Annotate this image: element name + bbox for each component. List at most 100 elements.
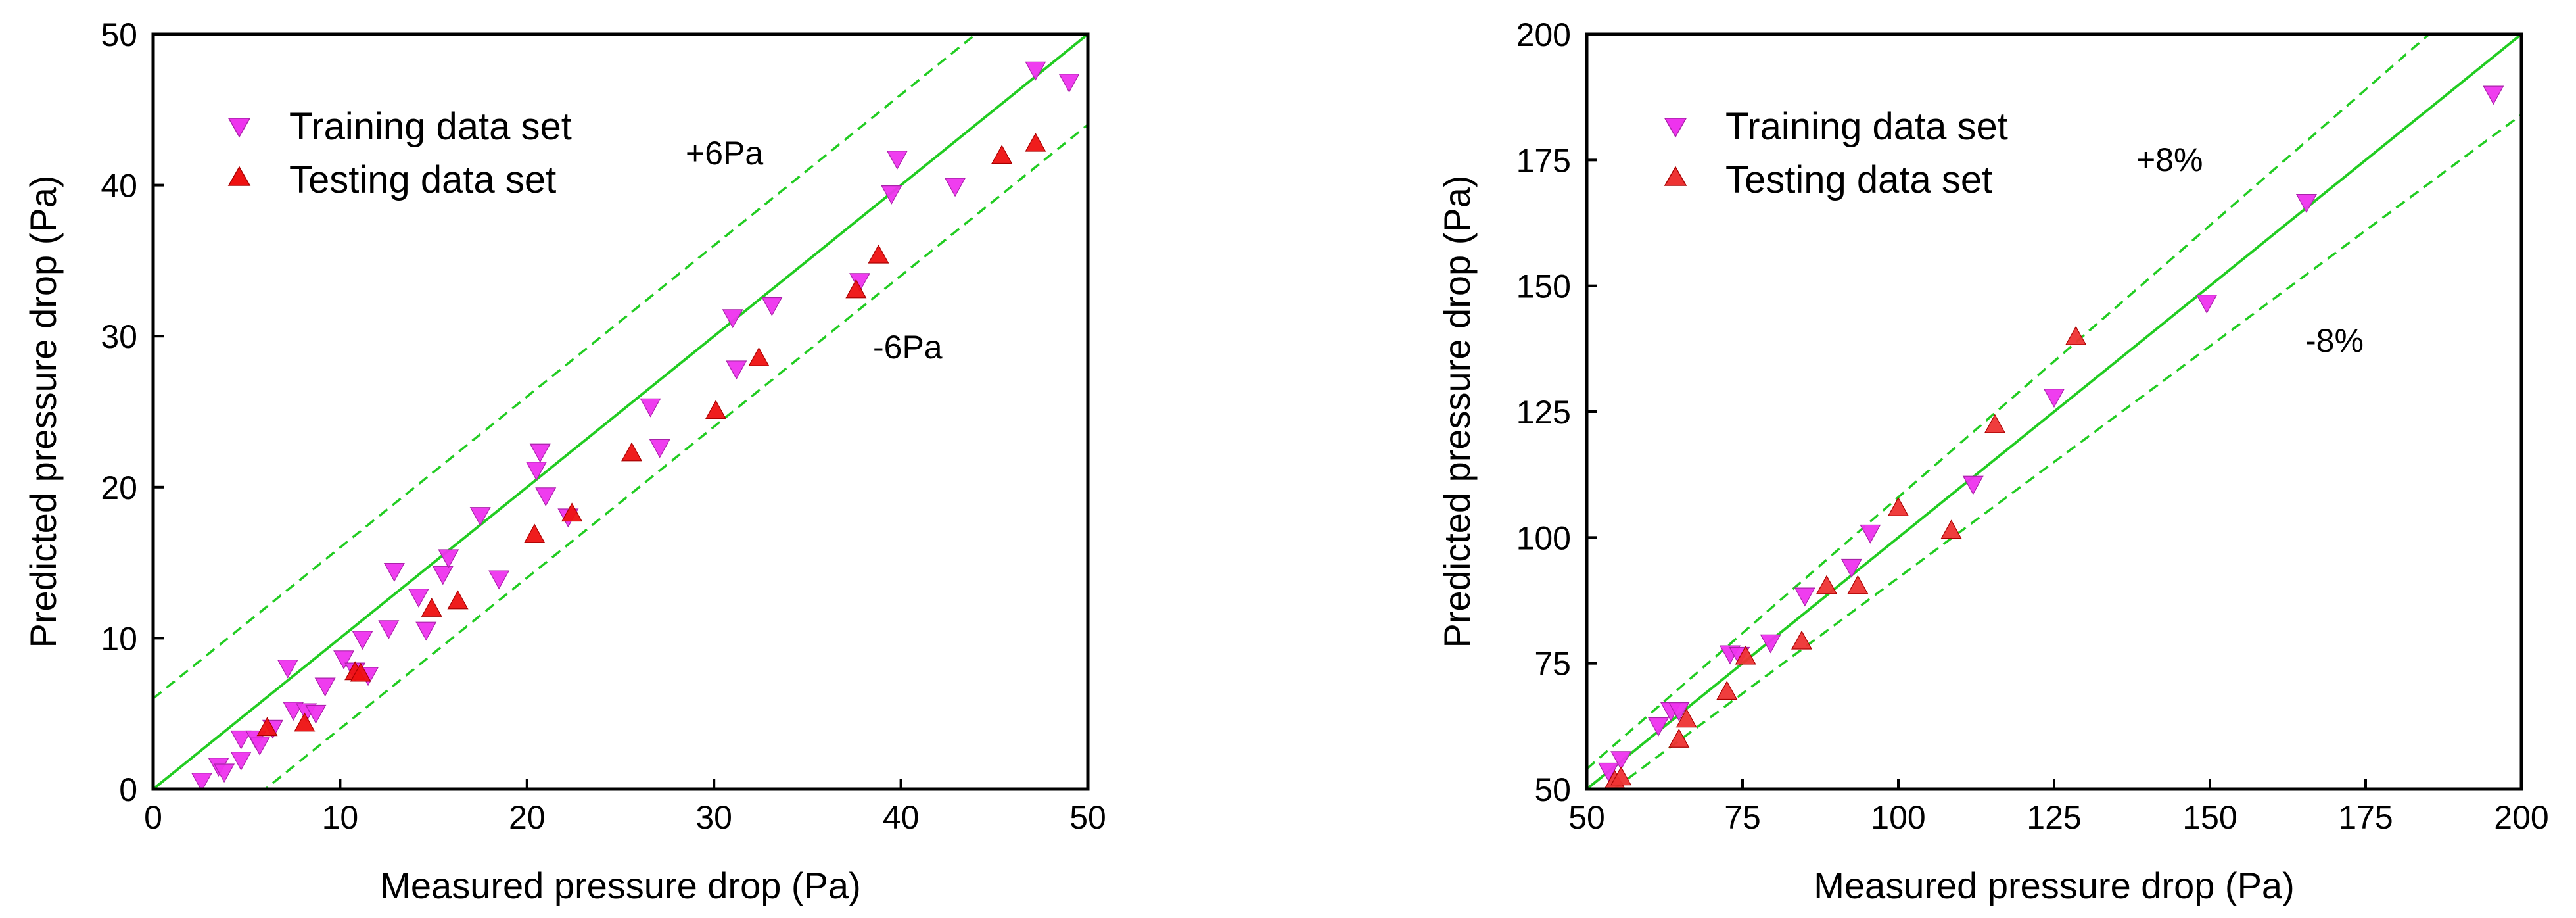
left-testing-point <box>845 279 867 299</box>
left-training-point <box>529 443 551 463</box>
left-y-axis-title: Predicted pressure drop (Pa) <box>22 175 64 648</box>
right-reference-line <box>1587 34 2431 770</box>
left-x-tick-label: 10 <box>322 799 359 836</box>
left-testing-point <box>524 523 546 543</box>
right-x-tick-label: 150 <box>2182 799 2237 836</box>
left-reference-line <box>153 34 1088 789</box>
left-y-tick-label: 40 <box>101 168 137 205</box>
left-testing-point <box>350 662 371 682</box>
left-y-tick-label: 20 <box>101 470 137 506</box>
right-y-tick-label: 150 <box>1516 268 1571 305</box>
left-plot-area <box>153 34 1088 789</box>
right-x-tick-label: 50 <box>1568 799 1605 836</box>
left-training-point <box>761 297 783 316</box>
left-training-point <box>314 677 336 697</box>
left-training-point <box>415 621 437 641</box>
right-testing-point <box>1815 575 1837 594</box>
left-training-point <box>305 704 327 724</box>
left-plot-frame <box>151 32 1090 791</box>
right-testing-point <box>1940 519 1962 539</box>
left-testing-point <box>705 400 727 420</box>
right-y-tick-label: 125 <box>1516 394 1571 431</box>
right-training-point <box>2295 194 2317 213</box>
left-tick-labels: 0 10 20 30 40 50 0 10 20 30 40 50 <box>101 16 1106 836</box>
right-reference-line <box>1612 114 2521 789</box>
left-testing-point <box>621 442 643 462</box>
right-plot-frame <box>1585 32 2523 791</box>
left-training-point <box>722 309 743 329</box>
left-x-tick-label: 20 <box>509 799 546 836</box>
right-annotation-plus: +8% <box>2136 141 2203 178</box>
right-training-point <box>1860 524 1881 544</box>
left-y-tick-label: 30 <box>101 318 137 355</box>
left-legend-testing-label: Testing data set <box>289 158 556 201</box>
left-training-point <box>191 773 212 789</box>
left-x-tick-label: 50 <box>1069 799 1106 836</box>
right-training-point <box>1962 475 1984 495</box>
left-training-point <box>1058 74 1080 93</box>
left-training-point <box>230 730 252 750</box>
left-y-tick-label: 10 <box>101 620 137 657</box>
left-training-point <box>438 549 459 569</box>
right-data-points <box>1598 85 2504 789</box>
right-y-tick-label: 200 <box>1516 16 1571 53</box>
left-annotation-plus: +6Pa <box>686 135 763 172</box>
left-training-point <box>378 620 400 640</box>
left-x-tick-label: 30 <box>695 799 732 836</box>
left-annotation-minus: -6Pa <box>873 329 943 366</box>
right-y-tick-label: 50 <box>1534 771 1571 808</box>
left-testing-point <box>421 597 442 617</box>
left-legend-training-marker <box>227 118 251 138</box>
left-data-points <box>191 61 1080 789</box>
left-scatter-chart: 0 10 20 30 40 50 0 10 20 30 40 50 Measured pressure… <box>22 16 1106 906</box>
right-training-point <box>2196 295 2218 314</box>
left-testing-point <box>447 590 469 610</box>
right-training-point <box>1598 762 1620 782</box>
right-y-tick-label: 100 <box>1516 519 1571 556</box>
right-testing-point <box>1735 645 1756 665</box>
right-legend-testing-label: Testing data set <box>1725 158 1992 201</box>
right-testing-point <box>1847 575 1869 594</box>
left-legend-training-label: Training data set <box>289 105 572 148</box>
right-testing-point <box>1984 414 2005 433</box>
left-testing-point <box>868 244 889 264</box>
left-training-point <box>249 737 271 756</box>
left-reference-line <box>263 124 1088 789</box>
left-y-tick-label: 50 <box>101 16 137 53</box>
left-training-point <box>352 631 373 650</box>
left-reference-line <box>153 34 978 700</box>
right-y-tick-label: 75 <box>1534 646 1571 683</box>
left-x-tick-label: 0 <box>144 799 162 836</box>
right-testing-point <box>1716 681 1738 700</box>
right-y-axis-title: Predicted pressure drop (Pa) <box>1436 175 1478 648</box>
right-training-point <box>1840 558 1862 578</box>
left-legend-testing-marker <box>227 166 251 186</box>
left-testing-point <box>1025 132 1046 152</box>
right-tick-labels: 50 75 100 125 150 175 200 50 75 100 125 150 175 200 <box>1516 16 2549 836</box>
right-plot-area <box>1587 34 2521 789</box>
left-training-point <box>649 439 670 458</box>
right-x-tick-label: 100 <box>1871 799 1925 836</box>
right-training-point <box>1668 702 1690 721</box>
right-x-tick-label: 175 <box>2338 799 2393 836</box>
right-scatter-chart: 50 75 100 125 150 175 200 50 75 100 125 150 175 200 M… <box>1436 16 2549 906</box>
left-training-point <box>383 563 405 582</box>
left-x-tick-label: 40 <box>883 799 920 836</box>
right-y-tick-label: 175 <box>1516 142 1571 179</box>
left-training-point <box>1025 61 1046 81</box>
right-legend-training-label: Training data set <box>1725 105 2008 148</box>
left-training-point <box>333 650 355 670</box>
left-testing-point <box>991 145 1013 164</box>
left-training-point <box>230 752 252 771</box>
left-training-point <box>277 659 298 679</box>
left-training-point <box>488 570 510 590</box>
left-testing-point <box>561 502 583 522</box>
right-x-tick-label: 75 <box>1724 799 1761 836</box>
left-legend: Training data set Testing data set <box>227 105 572 201</box>
left-testing-point <box>294 712 316 732</box>
right-training-point <box>1794 587 1815 607</box>
left-x-axis-title: Measured pressure drop (Pa) <box>380 865 860 906</box>
left-training-point <box>886 151 908 170</box>
right-x-tick-label: 200 <box>2494 799 2548 836</box>
